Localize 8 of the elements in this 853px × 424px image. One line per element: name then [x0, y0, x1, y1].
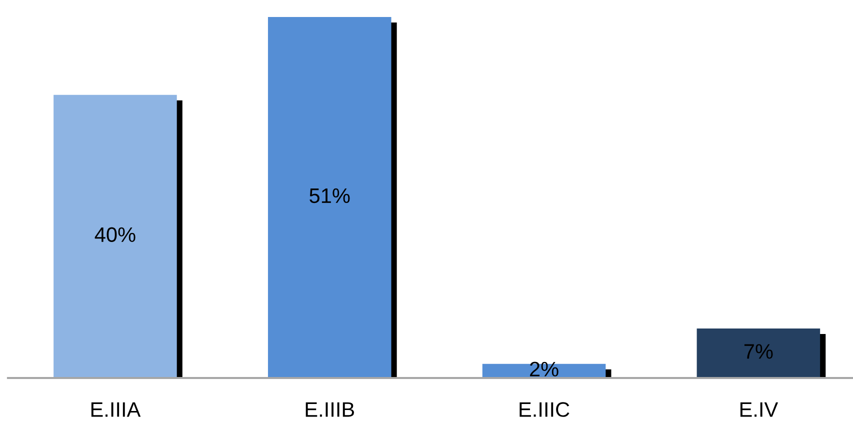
- data-label: 2%: [530, 362, 558, 376]
- x-tick-label: E.IIIB: [306, 402, 354, 417]
- data-label: 7%: [744, 344, 773, 359]
- x-tick-label: E.IV: [740, 402, 778, 417]
- data-label: 40%: [94, 227, 136, 242]
- x-tick-label: E.IIIA: [91, 402, 141, 417]
- data-label: 51%: [310, 188, 350, 204]
- x-tick-label: E.IIIC: [520, 402, 570, 417]
